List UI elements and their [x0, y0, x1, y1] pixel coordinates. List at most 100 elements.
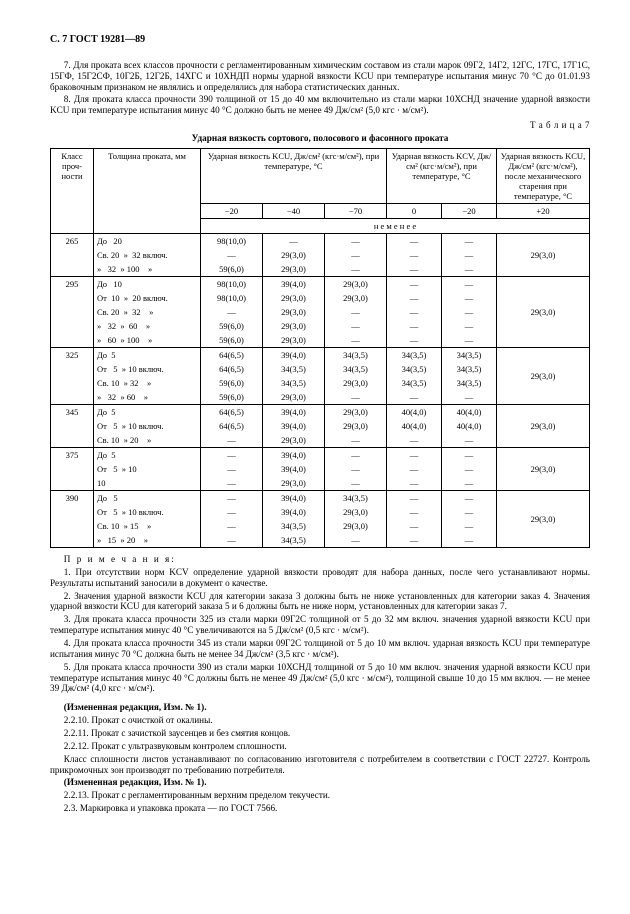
- cell-value: —: [325, 262, 387, 277]
- cell-value: 34(3,5): [442, 347, 497, 362]
- cell-thickness: От 5 » 10: [94, 462, 201, 476]
- cell-value: 64(6,5): [201, 404, 263, 419]
- cell-value: —: [442, 291, 497, 305]
- cell-value: —: [201, 505, 263, 519]
- cell-thickness: Св. 20 » 32 включ.: [94, 248, 201, 262]
- note-5: 5. Для проката класса прочности 390 из с…: [50, 662, 590, 695]
- cell-thickness: » 32 » 60 »: [94, 390, 201, 405]
- table-row: 325До 564(6,5)39(4,0)34(3,5)34(3,5)34(3,…: [51, 347, 590, 362]
- cell-value: —: [325, 319, 387, 333]
- cell-value: —: [325, 462, 387, 476]
- cell-value: —: [387, 390, 442, 405]
- cell-value: —: [201, 433, 263, 448]
- cell-value: 39(4,0): [263, 404, 325, 419]
- paragraph-8: 8. Для проката класса прочности 390 толщ…: [50, 94, 590, 116]
- cell-value: —: [201, 447, 263, 462]
- page: С. 7 ГОСТ 19281—89 7. Для проката всех к…: [0, 0, 630, 846]
- cell-aging: 29(3,0): [497, 276, 590, 347]
- note-2: 2. Значения ударной вязкости KCU для кат…: [50, 591, 590, 613]
- cell-value: 40(4,0): [442, 419, 497, 433]
- table-row: 390До 5—39(4,0)34(3,5)——29(3,0): [51, 490, 590, 505]
- cell-value: 98(10,0): [201, 291, 263, 305]
- cell-value: 98(10,0): [201, 276, 263, 291]
- cell-aging: 29(3,0): [497, 404, 590, 447]
- th-kcu: Ударная вязкость KCU, Дж/см² (кгс·м/см²)…: [201, 148, 387, 203]
- cell-thickness: Св. 10 » 15 »: [94, 519, 201, 533]
- cell-value: —: [442, 490, 497, 505]
- cell-value: —: [442, 519, 497, 533]
- cell-value: —: [442, 248, 497, 262]
- cell-value: —: [387, 248, 442, 262]
- cell-value: —: [442, 233, 497, 248]
- cell-value: —: [201, 490, 263, 505]
- cell-value: —: [442, 305, 497, 319]
- cell-value: 39(4,0): [263, 419, 325, 433]
- cell-value: 39(4,0): [263, 347, 325, 362]
- cell-class: 295: [51, 276, 94, 347]
- cell-thickness: » 32 » 100 »: [94, 262, 201, 277]
- cell-value: 34(3,5): [263, 519, 325, 533]
- cell-thickness: От 5 » 10 включ.: [94, 419, 201, 433]
- cell-value: 29(3,0): [325, 419, 387, 433]
- note-4: 4. Для проката класса прочности 345 из с…: [50, 638, 590, 660]
- cell-value: 40(4,0): [387, 404, 442, 419]
- cell-value: —: [325, 305, 387, 319]
- cell-thickness: От 5 » 10 включ.: [94, 362, 201, 376]
- table-row: 345До 564(6,5)39(4,0)29(3,0)40(4,0)40(4,…: [51, 404, 590, 419]
- cell-value: 34(3,5): [442, 376, 497, 390]
- cell-value: 29(3,0): [263, 390, 325, 405]
- cell-value: 29(3,0): [325, 505, 387, 519]
- cell-value: —: [387, 333, 442, 348]
- cell-value: —: [325, 476, 387, 491]
- paragraph-7: 7. Для проката всех классов прочности с …: [50, 60, 590, 93]
- cell-class: 345: [51, 404, 94, 447]
- th-kcv: Ударная вязкость KCV, Дж/см² (кгс·м/см²)…: [387, 148, 497, 203]
- cell-value: 34(3,5): [263, 533, 325, 548]
- cell-value: 39(4,0): [263, 447, 325, 462]
- cell-value: 29(3,0): [263, 262, 325, 277]
- cell-value: —: [201, 305, 263, 319]
- s-2-2-10: 2.2.10. Прокат с очисткой от окалины.: [50, 715, 590, 726]
- cell-value: —: [387, 533, 442, 548]
- cell-value: 34(3,5): [263, 376, 325, 390]
- cell-thickness: 10: [94, 476, 201, 491]
- th-class: Класс проч-ности: [51, 148, 94, 233]
- cell-value: —: [387, 447, 442, 462]
- th-0: 0: [387, 203, 442, 218]
- cell-value: —: [442, 533, 497, 548]
- cell-value: —: [387, 476, 442, 491]
- table-head: Класс проч-ности Толщина проката, мм Уда…: [51, 148, 590, 233]
- cell-value: 29(3,0): [263, 248, 325, 262]
- cell-value: —: [201, 533, 263, 548]
- cell-value: 29(3,0): [263, 333, 325, 348]
- cell-value: 34(3,5): [325, 362, 387, 376]
- cell-value: 59(6,0): [201, 376, 263, 390]
- cell-value: —: [201, 519, 263, 533]
- cell-value: —: [442, 505, 497, 519]
- cell-value: —: [325, 447, 387, 462]
- cell-value: —: [442, 476, 497, 491]
- cell-value: 59(6,0): [201, 262, 263, 277]
- s-2-3: 2.3. Маркировка и упаковка проката — по …: [50, 803, 590, 814]
- cell-value: 39(4,0): [263, 490, 325, 505]
- cell-value: 29(3,0): [263, 305, 325, 319]
- cell-aging: 29(3,0): [497, 447, 590, 490]
- cell-value: 34(3,5): [442, 362, 497, 376]
- cell-value: 29(3,0): [263, 433, 325, 448]
- rev-note-1: (Измененная редакция, Изм. № 1).: [50, 702, 590, 713]
- cell-value: 40(4,0): [387, 419, 442, 433]
- table-row: 295До 1098(10,0)39(4,0)29(3,0)——29(3,0): [51, 276, 590, 291]
- cell-aging: 29(3,0): [497, 347, 590, 404]
- th-m20b: −20: [442, 203, 497, 218]
- cell-value: 29(3,0): [263, 319, 325, 333]
- cell-value: —: [325, 333, 387, 348]
- s-2-2-13: 2.2.13. Прокат с регламентированным верх…: [50, 790, 590, 801]
- s-2-2-12: 2.2.12. Прокат с ультразвуковым контроле…: [50, 741, 590, 752]
- cell-aging: 29(3,0): [497, 233, 590, 276]
- note-1: 1. При отсутствии норм KCV определение у…: [50, 567, 590, 589]
- cell-value: 29(3,0): [325, 291, 387, 305]
- cell-value: 34(3,5): [387, 347, 442, 362]
- cell-value: 29(3,0): [263, 291, 325, 305]
- th-kcu-aged: Ударная вязкость KCU, Дж/см² (кгс·м/см²)…: [497, 148, 590, 203]
- cell-value: 29(3,0): [325, 519, 387, 533]
